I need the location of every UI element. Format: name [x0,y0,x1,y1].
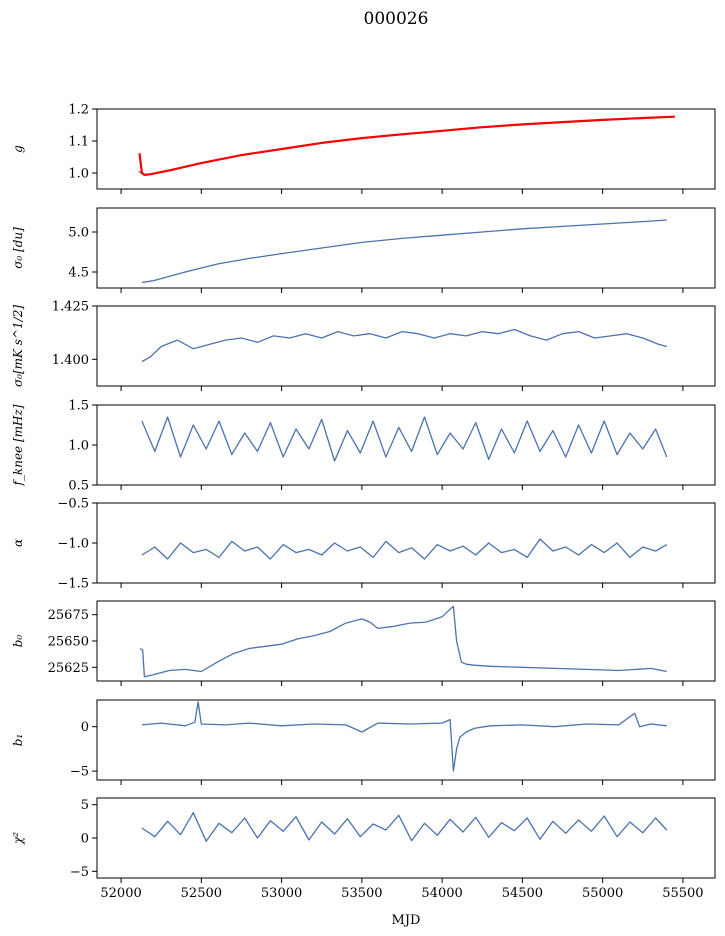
axes-frame-sigma0_rms [96,305,716,387]
y-tick-label-g: 1.1 [68,135,89,150]
y-axis-label-g: g [11,145,25,153]
series-line-fknee [141,416,668,462]
y-tick-label-chi2: −5 [70,865,89,880]
x-tick-label: 55000 [582,886,623,901]
x-tick-label: 54000 [421,886,462,901]
y-tick-label-chi2: 5 [81,798,89,813]
y-tick-label-g: 1.2 [68,103,89,118]
y-tick-label-alpha: −1.5 [57,577,89,592]
series-line-sigma0 [141,219,667,284]
axes-frame-b0 [96,600,716,682]
series-line-alpha [141,538,668,560]
y-tick-label-fknee: 1.0 [68,439,89,454]
y-axis-label-b1: b₁ [11,734,25,747]
y-tick-label-chi2: 0 [81,832,89,847]
panel-alpha: −1.5 −1.0 −0.5 α [11,497,716,592]
x-tick-label: 52000 [100,886,141,901]
y-tick-label-b0: 25650 [48,635,89,650]
y-tick-label-g: 1.0 [68,167,89,182]
x-tick-label: 54500 [502,886,543,901]
x-tick-label: 52500 [181,886,222,901]
axes-frame-chi2 [96,797,716,879]
y-tick-label-sigma0_rms: 1.400 [52,353,89,368]
y-axis-label-alpha: α [11,539,25,547]
y-tick-label-sigma0_rms: 1.425 [52,300,89,315]
y-axis-label-fknee: f_knee [mHz] [11,404,25,486]
x-tick-label: 53000 [261,886,302,901]
y-tick-label-fknee: 1.5 [68,399,89,414]
y-tick-label-b0: 25625 [48,661,89,676]
axes-frame-b1 [96,699,716,781]
y-axis-label-sigma0: σ₀ [du] [11,227,25,269]
panel-chi2: −5 0 5 52000 52500 53000 53500 54000 54500 55000 5… [11,797,716,901]
y-axis-label-chi2: χ² [11,832,25,845]
axes-frame-g [96,108,716,190]
overlay-line-g [138,115,675,176]
series-line-g [138,116,667,176]
panel-sigma0_rms: 1.400 1.425 σ₀[mK s^1/2] [11,300,716,391]
x-axis-label: MJD [392,913,421,928]
axes-frame-alpha [96,502,716,584]
y-axis-label-sigma0_rms: σ₀[mK s^1/2] [11,305,25,387]
series-line-chi2 [141,812,668,842]
y-tick-label-sigma0: 5.0 [68,226,89,241]
panel-b0: 25625 25650 25675 b₀ [11,600,716,686]
series-line-b1 [141,701,667,772]
y-tick-label-b1: 0 [81,720,89,735]
y-tick-label-alpha: −1.0 [57,537,89,552]
panels-container: 1.0 1.1 1.2 g 4.5 5.0 σ₀ [du] 1.400 1.425 σ₀[mK s… [11,103,716,901]
panel-g: 1.0 1.1 1.2 g [11,103,716,194]
y-tick-label-sigma0: 4.5 [68,266,89,281]
y-tick-label-fknee: 0.5 [68,479,89,494]
x-tick-label: 55500 [662,886,703,901]
series-line-sigma0_rms [141,328,667,363]
y-tick-label-b0: 25675 [48,608,89,623]
panel-b1: −5 0 b₁ [11,699,716,785]
panel-sigma0: 4.5 5.0 σ₀ [du] [11,207,716,293]
series-line-b0 [139,605,667,678]
y-axis-label-b0: b₀ [11,635,25,648]
x-tick-label: 53500 [341,886,382,901]
y-tick-label-b1: −5 [70,765,89,780]
axes-frame-sigma0 [96,207,716,289]
y-tick-label-alpha: −0.5 [57,497,89,512]
figure-title: 000026 [364,9,429,29]
panel-fknee: 0.5 1.0 1.5 f_knee [mHz] [11,399,716,494]
